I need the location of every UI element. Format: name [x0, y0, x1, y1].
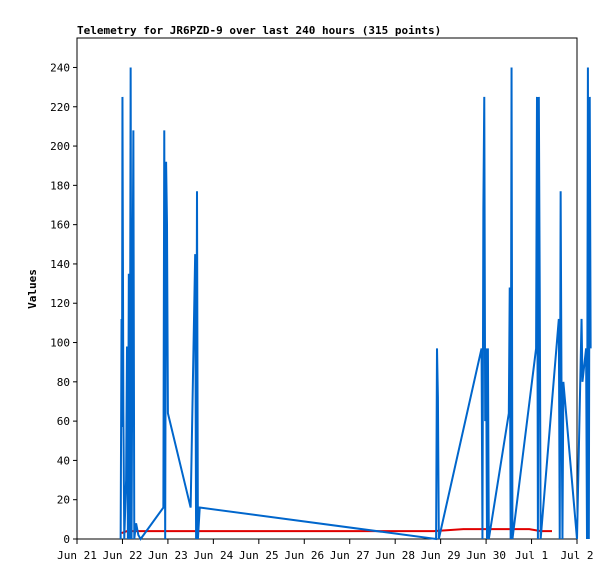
- series-layer: [119, 67, 592, 541]
- x-tick-label: Jul 2: [560, 549, 593, 562]
- y-axis-label: Values: [26, 269, 39, 309]
- series-line-0: [121, 528, 552, 535]
- y-tick-label: 60: [57, 415, 70, 428]
- y-tick-label: 240: [50, 61, 70, 74]
- y-tick-label: 180: [50, 179, 70, 192]
- x-tick-label: Jun 28: [375, 549, 415, 562]
- x-tick-label: Jun 29: [421, 549, 461, 562]
- y-axis-ticks: 0 20 40 60 80 100 120 140 160 180 200 220 240: [50, 61, 77, 546]
- x-tick-label: Jun 26: [284, 549, 324, 562]
- plot-area-frame: [76, 37, 578, 540]
- y-tick-label: 200: [50, 140, 70, 153]
- y-tick-label: 0: [63, 533, 70, 546]
- x-tick-label: Jun 23: [148, 549, 188, 562]
- y-tick-label: 160: [50, 219, 70, 232]
- series-line-1: [119, 67, 592, 541]
- y-tick-label: 120: [50, 297, 70, 310]
- x-tick-label: Jun 21: [57, 549, 97, 562]
- y-tick-label: 140: [50, 258, 70, 271]
- x-tick-label: Jun 30: [466, 549, 506, 562]
- y-tick-label: 100: [50, 337, 70, 350]
- chart-title: Telemetry for JR6PZD-9 over last 240 hou…: [77, 24, 441, 37]
- x-tick-label: Jul 1: [515, 549, 548, 562]
- x-tick-label: Jun 27: [330, 549, 370, 562]
- x-tick-label: Jun 24: [193, 549, 233, 562]
- y-tick-label: 40: [57, 454, 70, 467]
- y-tick-label: 20: [57, 494, 70, 507]
- y-tick-label: 80: [57, 376, 70, 389]
- y-tick-label: 220: [50, 101, 70, 114]
- x-tick-label: Jun 25: [239, 549, 279, 562]
- x-tick-label: Jun 22: [103, 549, 143, 562]
- x-axis-ticks: Jun 21 Jun 22 Jun 23 Jun 24 Jun 25 Jun 26 Jun …: [57, 539, 594, 562]
